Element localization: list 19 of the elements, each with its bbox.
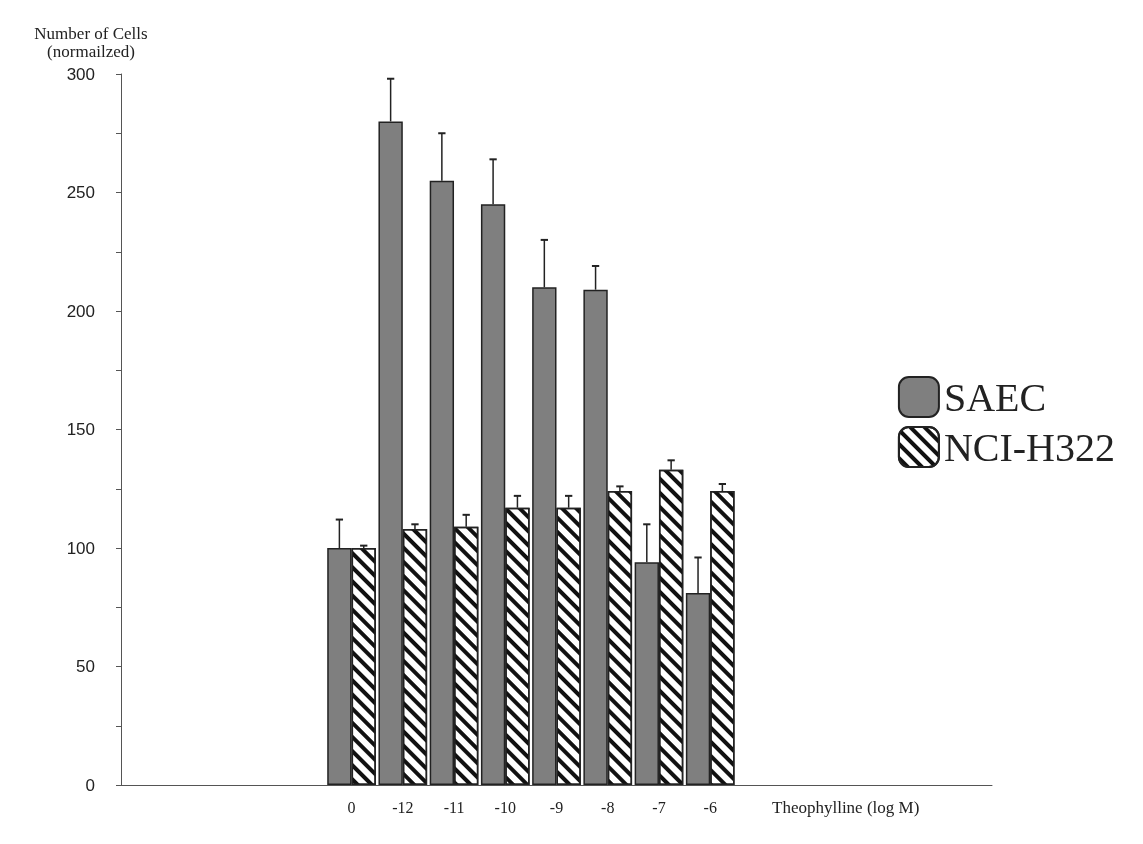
x-tick-label: -8 <box>601 798 615 816</box>
legend-label: NCI-H322 <box>943 424 1115 470</box>
y-tick-label: 200 <box>66 301 95 321</box>
y-axis-title: Number of Cells (normailzed) <box>34 23 148 61</box>
x-tick-label: -10 <box>494 798 516 816</box>
y-tick-label: 150 <box>66 420 95 439</box>
y-tick-label: 250 <box>66 183 95 202</box>
x-tick-label: -11 <box>443 798 465 816</box>
y-tick-label: 300 <box>66 64 95 84</box>
y-tick-label: 100 <box>66 538 95 558</box>
y-tick-label: 50 <box>76 657 95 676</box>
x-tick-label: -6 <box>703 798 717 816</box>
x-tick-label: 0 <box>347 798 356 816</box>
x-tick-label: -9 <box>549 798 564 816</box>
y-tick-label: 0 <box>85 775 95 795</box>
x-tick-label: -12 <box>392 798 414 816</box>
x-axis-title: Theophylline (log M) <box>772 798 920 817</box>
legend-label: SAEC <box>943 374 1047 420</box>
x-tick-label: -7 <box>652 798 666 816</box>
